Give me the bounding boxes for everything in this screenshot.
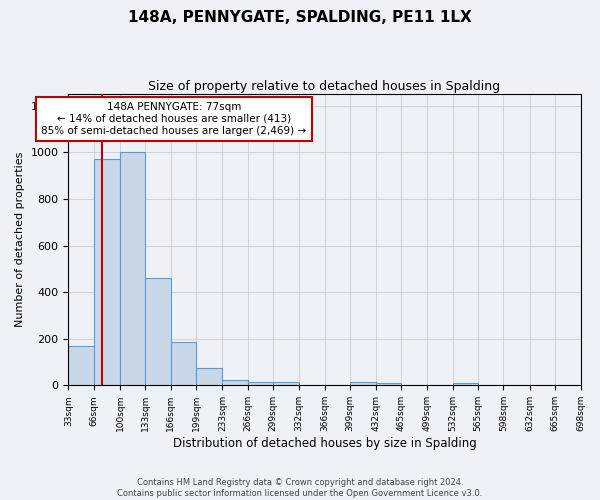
- Bar: [350, 382, 376, 386]
- Bar: [145, 278, 171, 386]
- Title: Size of property relative to detached houses in Spalding: Size of property relative to detached ho…: [148, 80, 500, 93]
- Bar: [273, 382, 299, 386]
- Bar: [120, 152, 145, 386]
- Bar: [94, 160, 120, 386]
- Bar: [171, 342, 196, 386]
- Bar: [452, 383, 478, 386]
- Text: Contains HM Land Registry data © Crown copyright and database right 2024.
Contai: Contains HM Land Registry data © Crown c…: [118, 478, 482, 498]
- Bar: [223, 380, 248, 386]
- X-axis label: Distribution of detached houses by size in Spalding: Distribution of detached houses by size …: [173, 437, 476, 450]
- Bar: [68, 346, 94, 386]
- Bar: [196, 368, 223, 386]
- Y-axis label: Number of detached properties: Number of detached properties: [15, 152, 25, 328]
- Bar: [248, 382, 273, 386]
- Text: 148A PENNYGATE: 77sqm
← 14% of detached houses are smaller (413)
85% of semi-det: 148A PENNYGATE: 77sqm ← 14% of detached …: [41, 102, 307, 136]
- Bar: [376, 383, 401, 386]
- Text: 148A, PENNYGATE, SPALDING, PE11 1LX: 148A, PENNYGATE, SPALDING, PE11 1LX: [128, 10, 472, 25]
